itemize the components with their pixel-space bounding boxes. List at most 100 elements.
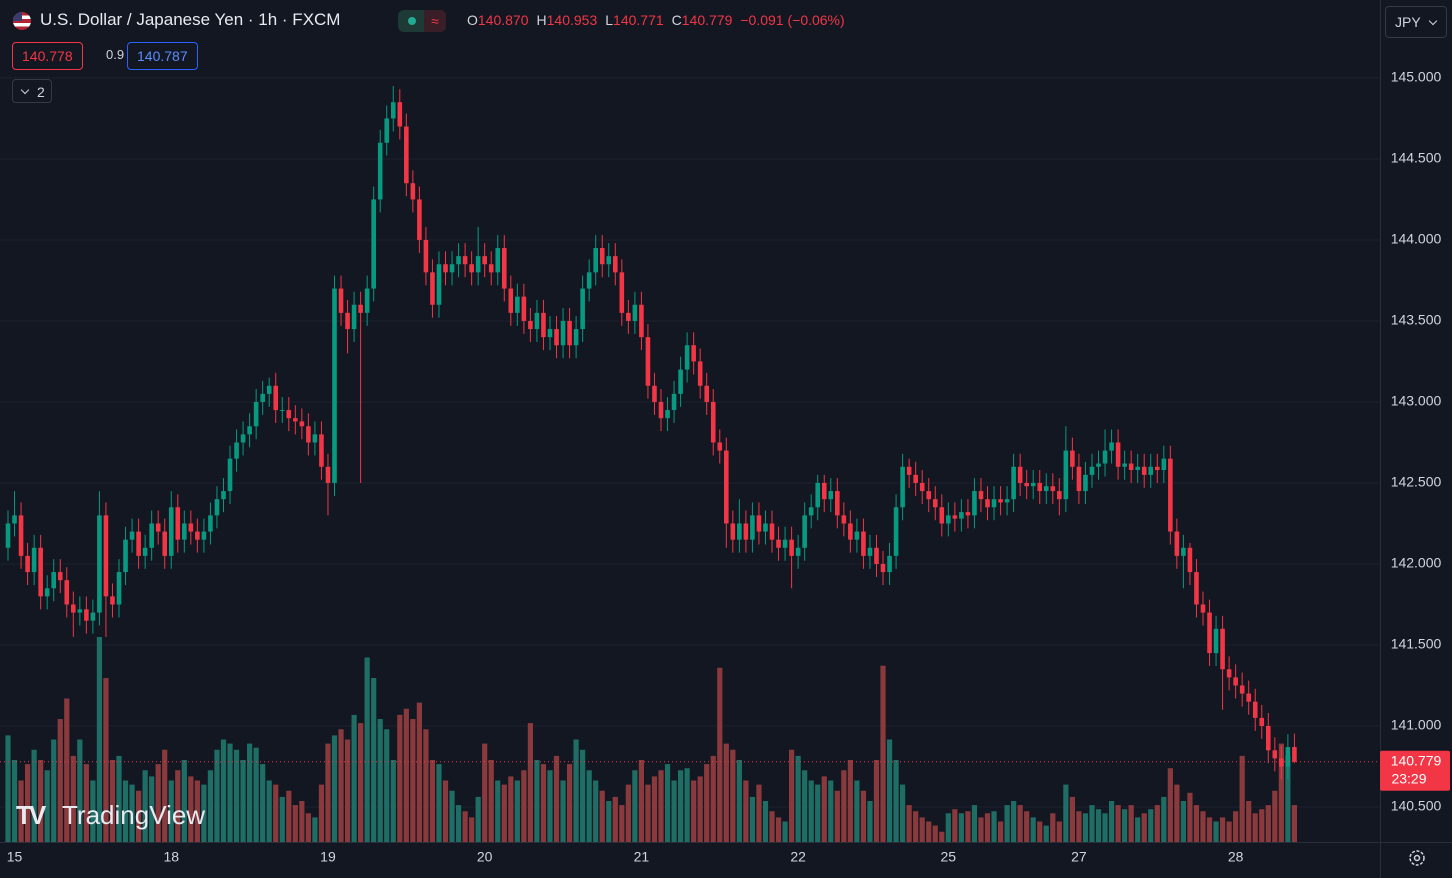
volume-bar [1252, 813, 1258, 842]
candle-body [874, 547, 879, 564]
volume-bar [1069, 796, 1075, 842]
candle-body [475, 256, 481, 273]
volume-bar [103, 678, 109, 842]
volume-bar [495, 780, 501, 842]
candle-body [645, 337, 651, 386]
volume-bar [338, 729, 344, 842]
volume-bar [384, 729, 390, 842]
candle-body [972, 491, 977, 516]
volume-bar [573, 739, 579, 842]
volume-bar [501, 784, 507, 842]
volume-bar [403, 708, 409, 842]
candle-body [1070, 450, 1075, 467]
candle-body [1272, 750, 1278, 759]
volume-bar [1076, 811, 1082, 842]
candle-body [103, 515, 109, 597]
candle-body [795, 547, 801, 556]
candle-body [430, 272, 435, 305]
indicators-toggle[interactable]: 2 [12, 79, 52, 103]
ohlc-value: 140.779 [681, 12, 733, 28]
candle-body [528, 320, 533, 330]
candle-body [57, 572, 63, 581]
volume-bar [1226, 821, 1232, 842]
candle-body [12, 515, 17, 524]
bid-price[interactable]: 140.778 [12, 42, 83, 70]
volume-bar [227, 743, 233, 842]
volume-bar [214, 749, 220, 842]
symbol-title[interactable]: U.S. Dollar / Japanese Yen · 1h · FXCM [40, 10, 341, 29]
volume-bar [926, 821, 932, 842]
volume-bar [1050, 813, 1056, 842]
ask-price[interactable]: 140.787 [127, 42, 198, 70]
candle-body [456, 256, 461, 265]
volume-bar [540, 764, 547, 842]
volume-bar [449, 790, 455, 842]
candle-body [90, 612, 96, 621]
candle-body [547, 329, 553, 338]
volume-bar [1272, 790, 1278, 842]
candle-body [697, 361, 703, 386]
y-tick-label: 144.500 [1391, 150, 1442, 166]
currency-button[interactable]: JPY [1385, 6, 1447, 38]
candle-body [952, 515, 958, 519]
volume-bar [442, 780, 449, 842]
volume-bar [593, 780, 599, 842]
candle-body [1181, 547, 1186, 556]
ohlc-value: 140.953 [546, 12, 598, 28]
volume-bar [364, 657, 370, 842]
volume-bar [1193, 805, 1200, 842]
candle-body [410, 183, 416, 200]
candle-body [182, 523, 187, 540]
candle-body [44, 588, 50, 597]
candle-body [750, 515, 755, 540]
candle-body [319, 434, 324, 467]
candle-body [560, 320, 566, 346]
volume-bar [279, 796, 285, 842]
candle-body [919, 482, 925, 492]
ohlc-value: 140.870 [477, 12, 529, 28]
volume-bar [1200, 811, 1206, 842]
volume-bar [795, 755, 801, 842]
candle-body [841, 515, 847, 524]
candle-body [64, 580, 70, 605]
candle-body [1109, 442, 1114, 451]
status-icon: ≈ [424, 10, 446, 32]
candle-body [1024, 482, 1029, 487]
candle-body [763, 523, 768, 532]
volume-bar [57, 719, 63, 842]
candle-body [991, 499, 997, 508]
volume-bar [664, 764, 671, 842]
x-tick-label: 15 [7, 849, 23, 865]
volume-bar [932, 825, 938, 842]
candle-body [260, 393, 265, 402]
candle-body [1213, 628, 1219, 654]
candle-body [188, 523, 194, 532]
volume-bar [1043, 825, 1049, 842]
candle-body [730, 523, 736, 540]
settings-button[interactable] [1409, 850, 1425, 866]
volume-bar [671, 780, 677, 842]
candle-body [541, 312, 546, 338]
candle-body [1096, 463, 1101, 467]
volume-bar [162, 749, 168, 842]
ohlc-key: H [536, 12, 547, 28]
candle-body [110, 596, 115, 605]
volume-bar [207, 770, 214, 842]
candle-body [782, 539, 788, 548]
volume-bar [1017, 805, 1023, 842]
candle-body [469, 264, 474, 273]
volume-bar [632, 770, 638, 842]
y-tick-label: 142.500 [1391, 474, 1442, 490]
candle-body [123, 539, 128, 573]
candle-body [671, 393, 677, 411]
candle-body [978, 491, 984, 500]
candle-body [724, 450, 729, 524]
ohlc-legend: O140.870 H140.953 L140.771 C140.779 −0.091 (… [467, 12, 845, 28]
volume-bar [534, 760, 540, 842]
market-status[interactable]: ≈ [398, 10, 446, 32]
candle-body [828, 491, 834, 500]
volume-bar [351, 714, 357, 842]
volume-bar [462, 811, 468, 842]
volume-bar [945, 813, 951, 842]
